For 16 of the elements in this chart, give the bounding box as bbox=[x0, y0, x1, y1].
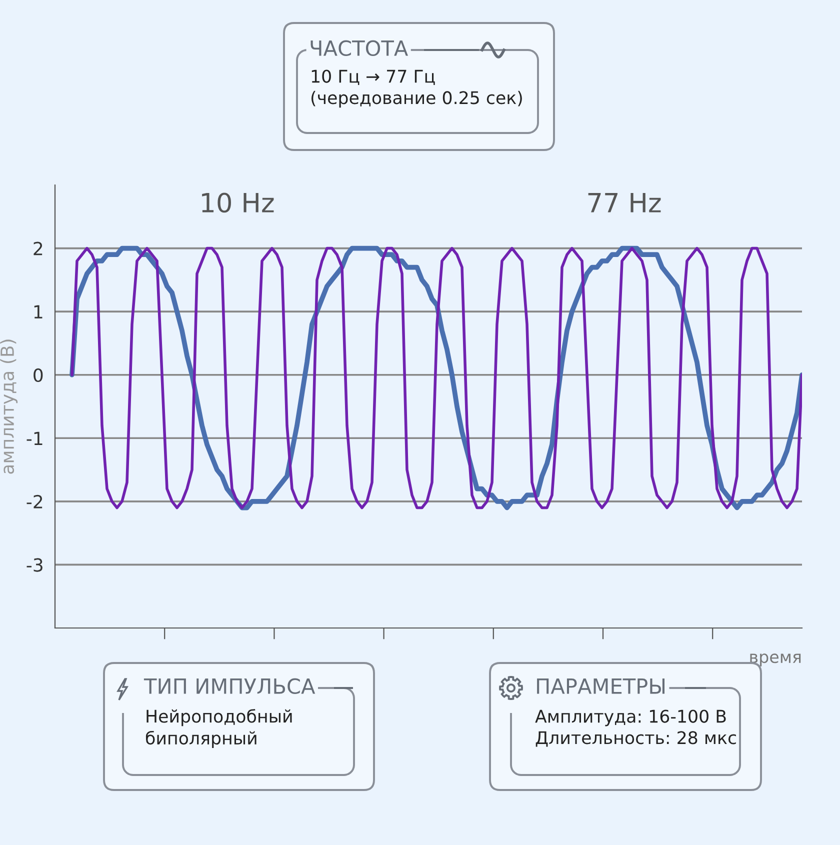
text: ТИП ИМПУЛЬСА bbox=[144, 678, 316, 694]
y-tick-label: 1 bbox=[34, 305, 42, 318]
text: Амплитуда: 16-100 В Длительность: 28 мкс bbox=[535, 710, 736, 747]
y-tick-label: 0 bbox=[34, 368, 43, 382]
text: ПАРАМЕТРЫ bbox=[537, 678, 664, 694]
annotation: 77 Hz bbox=[588, 193, 661, 212]
text: ЧАСТОТА bbox=[310, 40, 408, 56]
y-tick-label: -2 bbox=[26, 494, 42, 508]
y-tick-label: -3 bbox=[26, 558, 42, 572]
annotation: 10 Hz bbox=[202, 192, 274, 213]
text: 10 Гц → 77 Гц (чередование 0.25 сек) bbox=[311, 70, 522, 108]
y-axis-title: амплитуда (В) bbox=[0, 340, 18, 474]
x-axis-title: время bbox=[750, 654, 801, 666]
y-tick-label: 2 bbox=[34, 242, 42, 256]
y-tick-label: -1 bbox=[26, 432, 42, 446]
text: Нейроподобный биполярный bbox=[146, 709, 292, 748]
